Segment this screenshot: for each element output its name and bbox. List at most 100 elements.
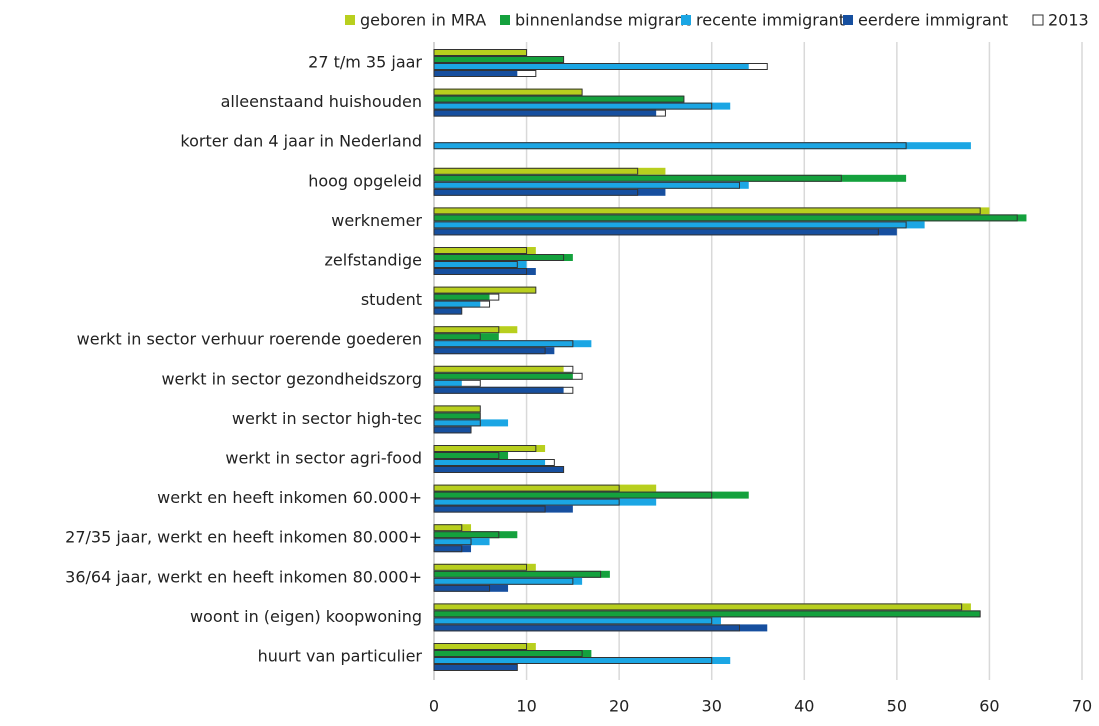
bar — [434, 570, 610, 578]
bar — [434, 365, 564, 373]
bar-2013 — [433, 584, 491, 592]
bar-2013 — [433, 643, 528, 650]
bar — [434, 102, 731, 110]
bar — [434, 142, 971, 150]
bar-2013 — [433, 386, 574, 394]
bar-2013 — [433, 293, 500, 301]
bar-2013 — [433, 491, 713, 499]
bar — [434, 650, 592, 657]
bar — [434, 563, 536, 571]
bar — [434, 617, 721, 625]
bar — [434, 545, 472, 553]
bar-2013 — [433, 347, 546, 355]
legend-label: binnenlandse migrant — [515, 11, 691, 30]
bar-2013 — [433, 545, 463, 553]
legend-swatch — [681, 15, 691, 25]
bar-2013 — [433, 254, 565, 261]
bar-2013 — [433, 624, 740, 632]
bar-2013 — [433, 570, 602, 578]
bar-2013 — [433, 228, 879, 236]
legend-swatch — [843, 15, 853, 25]
bar-2013 — [433, 650, 583, 657]
legend-label: geboren in MRA — [360, 11, 486, 30]
bar — [434, 174, 907, 182]
y-tick-label: korter dan 4 jaar in Nederland — [180, 132, 422, 151]
bar-2013 — [433, 610, 981, 618]
bar-2013 — [433, 247, 528, 254]
bar-2013 — [433, 214, 1018, 222]
bar — [434, 207, 990, 215]
bar — [434, 254, 573, 261]
bar-2013 — [433, 484, 620, 492]
bar — [434, 88, 583, 96]
bar-2013 — [433, 617, 713, 625]
bar-2013 — [433, 563, 528, 571]
x-tick-label: 10 — [516, 697, 536, 716]
bar — [434, 412, 481, 420]
x-tick-label: 50 — [887, 697, 907, 716]
bar — [434, 664, 518, 671]
y-tick-label: hoog opgeleid — [308, 171, 422, 190]
bar — [434, 603, 971, 611]
bar — [434, 307, 462, 315]
y-tick-label: alleenstaand huishouden — [221, 92, 422, 111]
bar — [434, 221, 925, 229]
bar-2013 — [433, 498, 620, 506]
bar-2013 — [433, 307, 463, 315]
y-tick-label: student — [361, 290, 422, 309]
bar-2013 — [433, 466, 565, 473]
y-tick-label: 27 t/m 35 jaar — [308, 53, 422, 72]
bar-2013 — [433, 300, 491, 308]
bar-2013 — [433, 142, 907, 150]
bar — [434, 167, 666, 175]
y-tick-label: werkt in sector gezondheidszorg — [161, 369, 422, 388]
bar — [434, 657, 731, 664]
bar — [434, 261, 527, 268]
bar — [434, 228, 897, 236]
bar — [434, 372, 573, 380]
bar — [434, 577, 583, 585]
bar-2013 — [433, 412, 481, 420]
bar — [434, 326, 518, 334]
y-tick-label: werknemer — [331, 211, 422, 230]
bar-2013 — [433, 365, 574, 373]
bar — [434, 214, 1027, 222]
bar — [434, 63, 749, 70]
x-tick-label: 60 — [979, 697, 999, 716]
bar-2013 — [433, 286, 537, 294]
y-tick-label: werkt en heeft inkomen 60.000+ — [157, 488, 422, 507]
y-tick-label: werkt in sector high-tec — [232, 409, 422, 428]
bar-2013 — [433, 109, 666, 117]
bar — [434, 445, 546, 452]
bar-2013 — [433, 333, 481, 341]
bar — [434, 386, 564, 394]
legend-label: eerdere immigrant — [858, 11, 1008, 30]
bar — [434, 347, 555, 355]
bar — [434, 624, 768, 632]
bar-2013 — [433, 88, 583, 96]
x-tick-label: 40 — [794, 697, 814, 716]
bar-2013 — [433, 167, 639, 175]
bar — [434, 49, 527, 56]
bar-2013 — [433, 56, 565, 63]
bar — [434, 95, 684, 103]
bar-2013 — [433, 459, 555, 466]
legend-swatch — [345, 15, 355, 25]
bar-2013 — [433, 505, 546, 513]
bar — [434, 268, 536, 275]
bar-2013 — [433, 181, 740, 189]
bar-2013 — [433, 603, 963, 611]
y-tick-label: zelfstandige — [325, 251, 422, 270]
bar-2013 — [433, 268, 528, 275]
bar-2013 — [433, 538, 472, 546]
bar-2013 — [433, 95, 685, 103]
bar-2013 — [433, 221, 907, 229]
legend-label: recente immigrant — [696, 11, 845, 30]
bar-2013 — [433, 452, 500, 459]
bar — [434, 405, 481, 413]
bar — [434, 505, 573, 513]
bar — [434, 286, 536, 294]
bar-2013 — [433, 426, 472, 434]
bar-2013 — [433, 379, 481, 387]
bar — [434, 293, 490, 301]
